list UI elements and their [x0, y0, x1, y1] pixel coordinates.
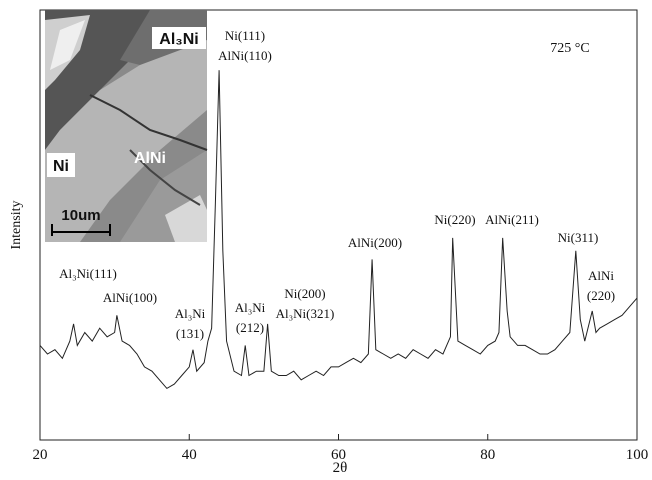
- temperature-label: 725 °C: [550, 41, 589, 56]
- inset-label: 10um: [61, 207, 100, 224]
- x-axis-label: 2θ: [333, 460, 348, 475]
- peak-label: (131): [176, 326, 204, 341]
- x-tick-label: 20: [33, 447, 48, 463]
- peak-label: AlNi: [588, 268, 614, 283]
- peak-label: Ni(111): [225, 28, 265, 43]
- x-tick-label: 80: [480, 447, 495, 463]
- x-tick-label: 40: [182, 447, 197, 463]
- peak-label: Ni(200): [284, 286, 325, 301]
- peak-label: (212): [236, 320, 264, 335]
- peak-label: Al₃Ni: [235, 300, 266, 315]
- peak-label: Ni(220): [434, 212, 475, 227]
- peak-label: Al₃Ni(321): [276, 306, 335, 321]
- peak-label: Al₃Ni(111): [59, 266, 117, 281]
- chart: 204060801002θIntensity725 °CNi(111)AlNi(…: [0, 0, 652, 475]
- peak-label: (220): [587, 288, 615, 303]
- peak-label: AlNi(100): [103, 290, 157, 305]
- inset-label: Al₃Ni: [159, 31, 198, 48]
- peak-label: AlNi(200): [348, 235, 402, 250]
- peak-label: AlNi(211): [485, 212, 539, 227]
- peak-label: Al₃Ni: [175, 306, 206, 321]
- y-axis-label: Intensity: [9, 201, 24, 250]
- x-tick-label: 100: [626, 447, 649, 463]
- inset-label: Ni: [53, 158, 69, 175]
- peak-label: Ni(311): [558, 230, 599, 245]
- peak-label: AlNi(110): [218, 48, 272, 63]
- inset-label: AlNi: [134, 150, 166, 167]
